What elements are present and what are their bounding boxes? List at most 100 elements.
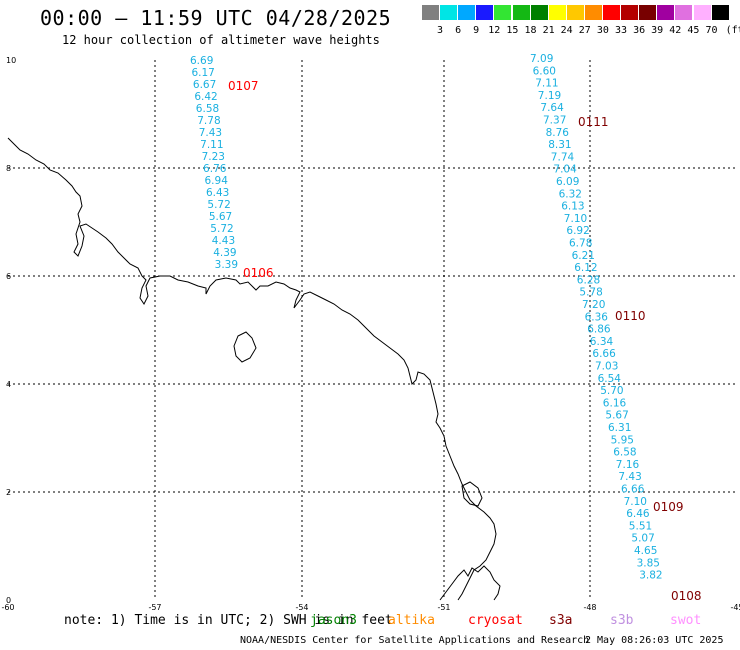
track-label: 0110 <box>615 309 646 323</box>
wave-height-value: 7.04 <box>553 164 577 176</box>
axis-ticks: -60 -57 -54 -51 -48 -45 0 2 4 6 8 10 <box>1 56 740 612</box>
wave-height-value: 7.43 <box>199 127 222 139</box>
wave-height-value: 7.64 <box>540 102 564 114</box>
scale-label: 36 <box>633 25 646 36</box>
wave-height-value: 6.09 <box>556 176 579 188</box>
scale-swatch <box>422 5 439 20</box>
wave-height-value: 4.43 <box>212 235 235 247</box>
wave-height-value: 6.16 <box>603 397 627 409</box>
x-tick-label: -54 <box>295 603 308 612</box>
scale-unit: (ft) <box>725 25 740 36</box>
mission-label: jason3 <box>310 613 357 628</box>
scale-swatch <box>548 5 566 20</box>
wave-height-value: 7.11 <box>535 78 558 90</box>
wave-height-value: 7.11 <box>200 139 223 151</box>
y-tick-label: 2 <box>6 488 11 497</box>
scale-label: 39 <box>651 25 664 36</box>
coastline-path <box>7 137 497 601</box>
scale-label: 42 <box>669 25 682 36</box>
wave-height-value: 6.66 <box>592 348 616 360</box>
wave-height-value: 7.19 <box>538 90 561 102</box>
coastline <box>7 137 501 601</box>
scale-label: 15 <box>506 25 519 36</box>
wave-height-value: 3.82 <box>639 570 662 582</box>
map-grid <box>8 60 737 600</box>
mission-label: altika <box>388 613 435 628</box>
wave-height-value: 6.32 <box>559 188 582 200</box>
wave-height-value: 7.10 <box>564 213 587 225</box>
scale-label: 45 <box>687 25 700 36</box>
mission-label: s3b <box>610 613 634 628</box>
wave-height-value: 6.43 <box>206 187 229 199</box>
wave-height-value: 7.16 <box>616 459 640 471</box>
wave-height-value: 7.74 <box>551 151 575 163</box>
island-small <box>233 331 257 363</box>
wave-height-value: 5.51 <box>629 520 652 532</box>
track-label: 0108 <box>671 589 702 603</box>
timestamp: 2 May 08:26:03 UTC 2025 <box>585 635 724 646</box>
wave-height-value: 6.21 <box>572 250 595 262</box>
scale-swatch <box>476 5 494 20</box>
wave-height-value: 3.39 <box>215 259 238 271</box>
coastline-south-path <box>439 565 501 601</box>
wave-height-value: 5.07 <box>631 533 654 545</box>
scale-swatch <box>711 5 729 20</box>
wave-height-value: 3.85 <box>637 557 660 569</box>
wave-height-value: 6.86 <box>587 324 611 336</box>
wave-height-value: 6.78 <box>569 238 592 250</box>
scale-label: 12 <box>488 25 501 36</box>
wave-height-value: 7.37 <box>543 115 566 127</box>
wave-height-value: 5.72 <box>210 223 233 235</box>
scale-label: 3 <box>436 25 444 36</box>
wave-height-value: 6.58 <box>196 103 219 115</box>
scale-label: 33 <box>614 25 628 36</box>
track-label: 0111 <box>578 115 609 129</box>
scale-label: 27 <box>578 25 591 36</box>
scale-label: 24 <box>560 25 573 36</box>
wave-height-value: 7.09 <box>530 53 553 65</box>
page-title: 00:00 – 11:59 UTC 04/28/2025 <box>40 6 392 30</box>
wave-height-value: 8.76 <box>546 127 570 139</box>
wave-height-value: 4.65 <box>634 545 657 557</box>
scale-label: 6 <box>455 25 462 36</box>
x-tick-label: -60 <box>1 603 14 612</box>
y-tick-label: 0 <box>6 596 11 605</box>
mission-label: s3a <box>549 613 573 628</box>
scale-label: 70 <box>705 25 718 36</box>
wave-height-value: 6.34 <box>590 336 614 348</box>
scale-swatch <box>621 5 639 20</box>
wave-height-value: 5.78 <box>579 287 602 299</box>
scale-swatch <box>512 5 530 20</box>
scale-label: 30 <box>596 25 609 36</box>
scale-swatch <box>584 5 602 20</box>
wave-height-value: 6.42 <box>194 91 217 103</box>
altimeter-tracks: 6.696.176.676.426.587.787.437.117.236.76… <box>190 53 702 603</box>
wave-height-value: 6.28 <box>577 274 600 286</box>
wave-height-value: 5.95 <box>611 434 634 446</box>
y-tick-label: 10 <box>6 56 16 65</box>
scale-swatch <box>639 5 657 20</box>
x-tick-label: -51 <box>437 603 450 612</box>
x-tick-label: -57 <box>148 603 161 612</box>
x-tick-label: -48 <box>583 603 596 612</box>
y-tick-label: 4 <box>6 380 11 389</box>
page-subtitle: 12 hour collection of altimeter wave hei… <box>62 33 380 47</box>
wave-height-value: 5.67 <box>209 211 232 223</box>
wave-height-value: 6.92 <box>566 225 589 237</box>
wave-height-value: 6.58 <box>613 447 636 459</box>
wave-height-value: 5.70 <box>600 385 623 397</box>
y-tick-label: 6 <box>6 272 11 281</box>
wave-height-value: 6.17 <box>191 67 214 79</box>
footer-note: note: 1) Time is in UTC; 2) SWH is in fe… <box>64 613 393 628</box>
mission-label: swot <box>670 613 702 628</box>
scale-swatch <box>675 5 693 20</box>
scale-swatch <box>693 5 711 20</box>
track-label: 0106 <box>243 266 274 280</box>
wave-height-value: 7.03 <box>595 361 618 373</box>
wave-height-value: 4.39 <box>213 247 236 259</box>
wave-height-value: 7.43 <box>618 471 641 483</box>
track-label: 0107 <box>228 79 259 93</box>
scale-swatch <box>657 5 675 20</box>
wave-height-value: 7.23 <box>202 151 225 163</box>
wave-height-value: 6.69 <box>190 55 213 67</box>
